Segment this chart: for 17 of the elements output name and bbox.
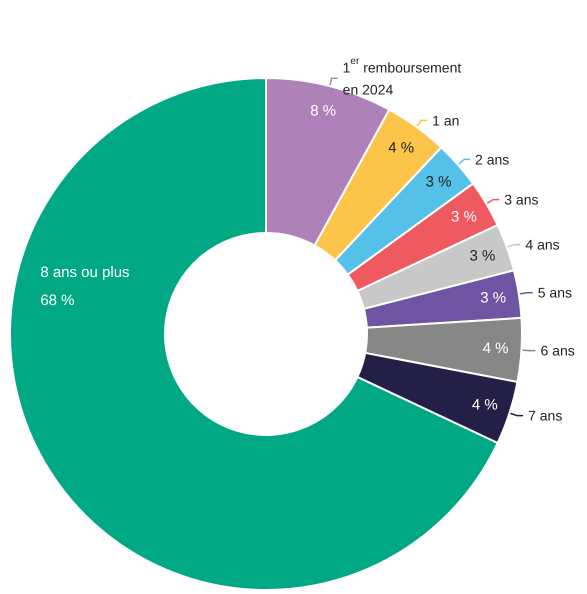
slice-label: 1 an	[432, 112, 460, 128]
slice-label: 3 ans	[504, 192, 538, 208]
slice-label: 2 ans	[475, 151, 510, 168]
slice-label: 4 ans	[525, 236, 560, 253]
data-label: 68 %	[40, 292, 75, 309]
data-label: 8 %	[310, 102, 336, 120]
data-label: 3 %	[480, 290, 506, 307]
data-label: 4 %	[482, 340, 508, 357]
data-label: 4 %	[388, 139, 414, 156]
slice-label: 5 ans	[538, 284, 572, 301]
data-label: 3 %	[451, 208, 477, 226]
data-label: 3 %	[426, 173, 452, 190]
data-label: 3 %	[469, 248, 496, 265]
slice-label: 6 ans	[540, 342, 575, 359]
slice-label: 8 ans ou plus	[40, 264, 130, 281]
slice-label: 7 ans	[528, 408, 562, 424]
data-label: 4 %	[472, 396, 498, 414]
